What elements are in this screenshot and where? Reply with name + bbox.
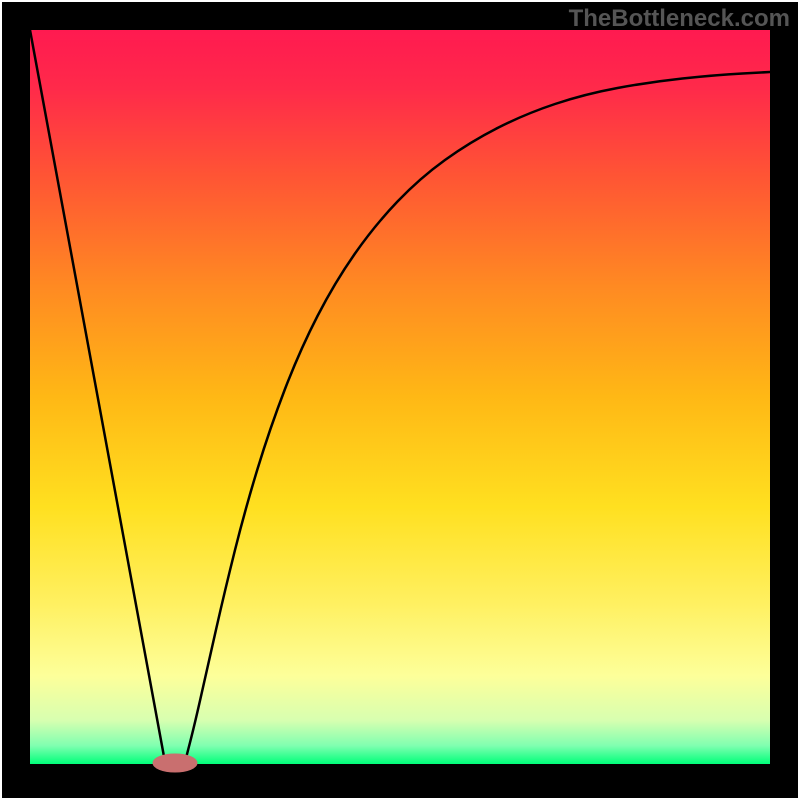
gradient-field [30, 30, 770, 764]
bottleneck-chart [0, 0, 800, 800]
chart-container: TheBottleneck.com [0, 0, 800, 800]
watermark-text: TheBottleneck.com [569, 5, 790, 33]
optimum-marker [153, 754, 197, 772]
